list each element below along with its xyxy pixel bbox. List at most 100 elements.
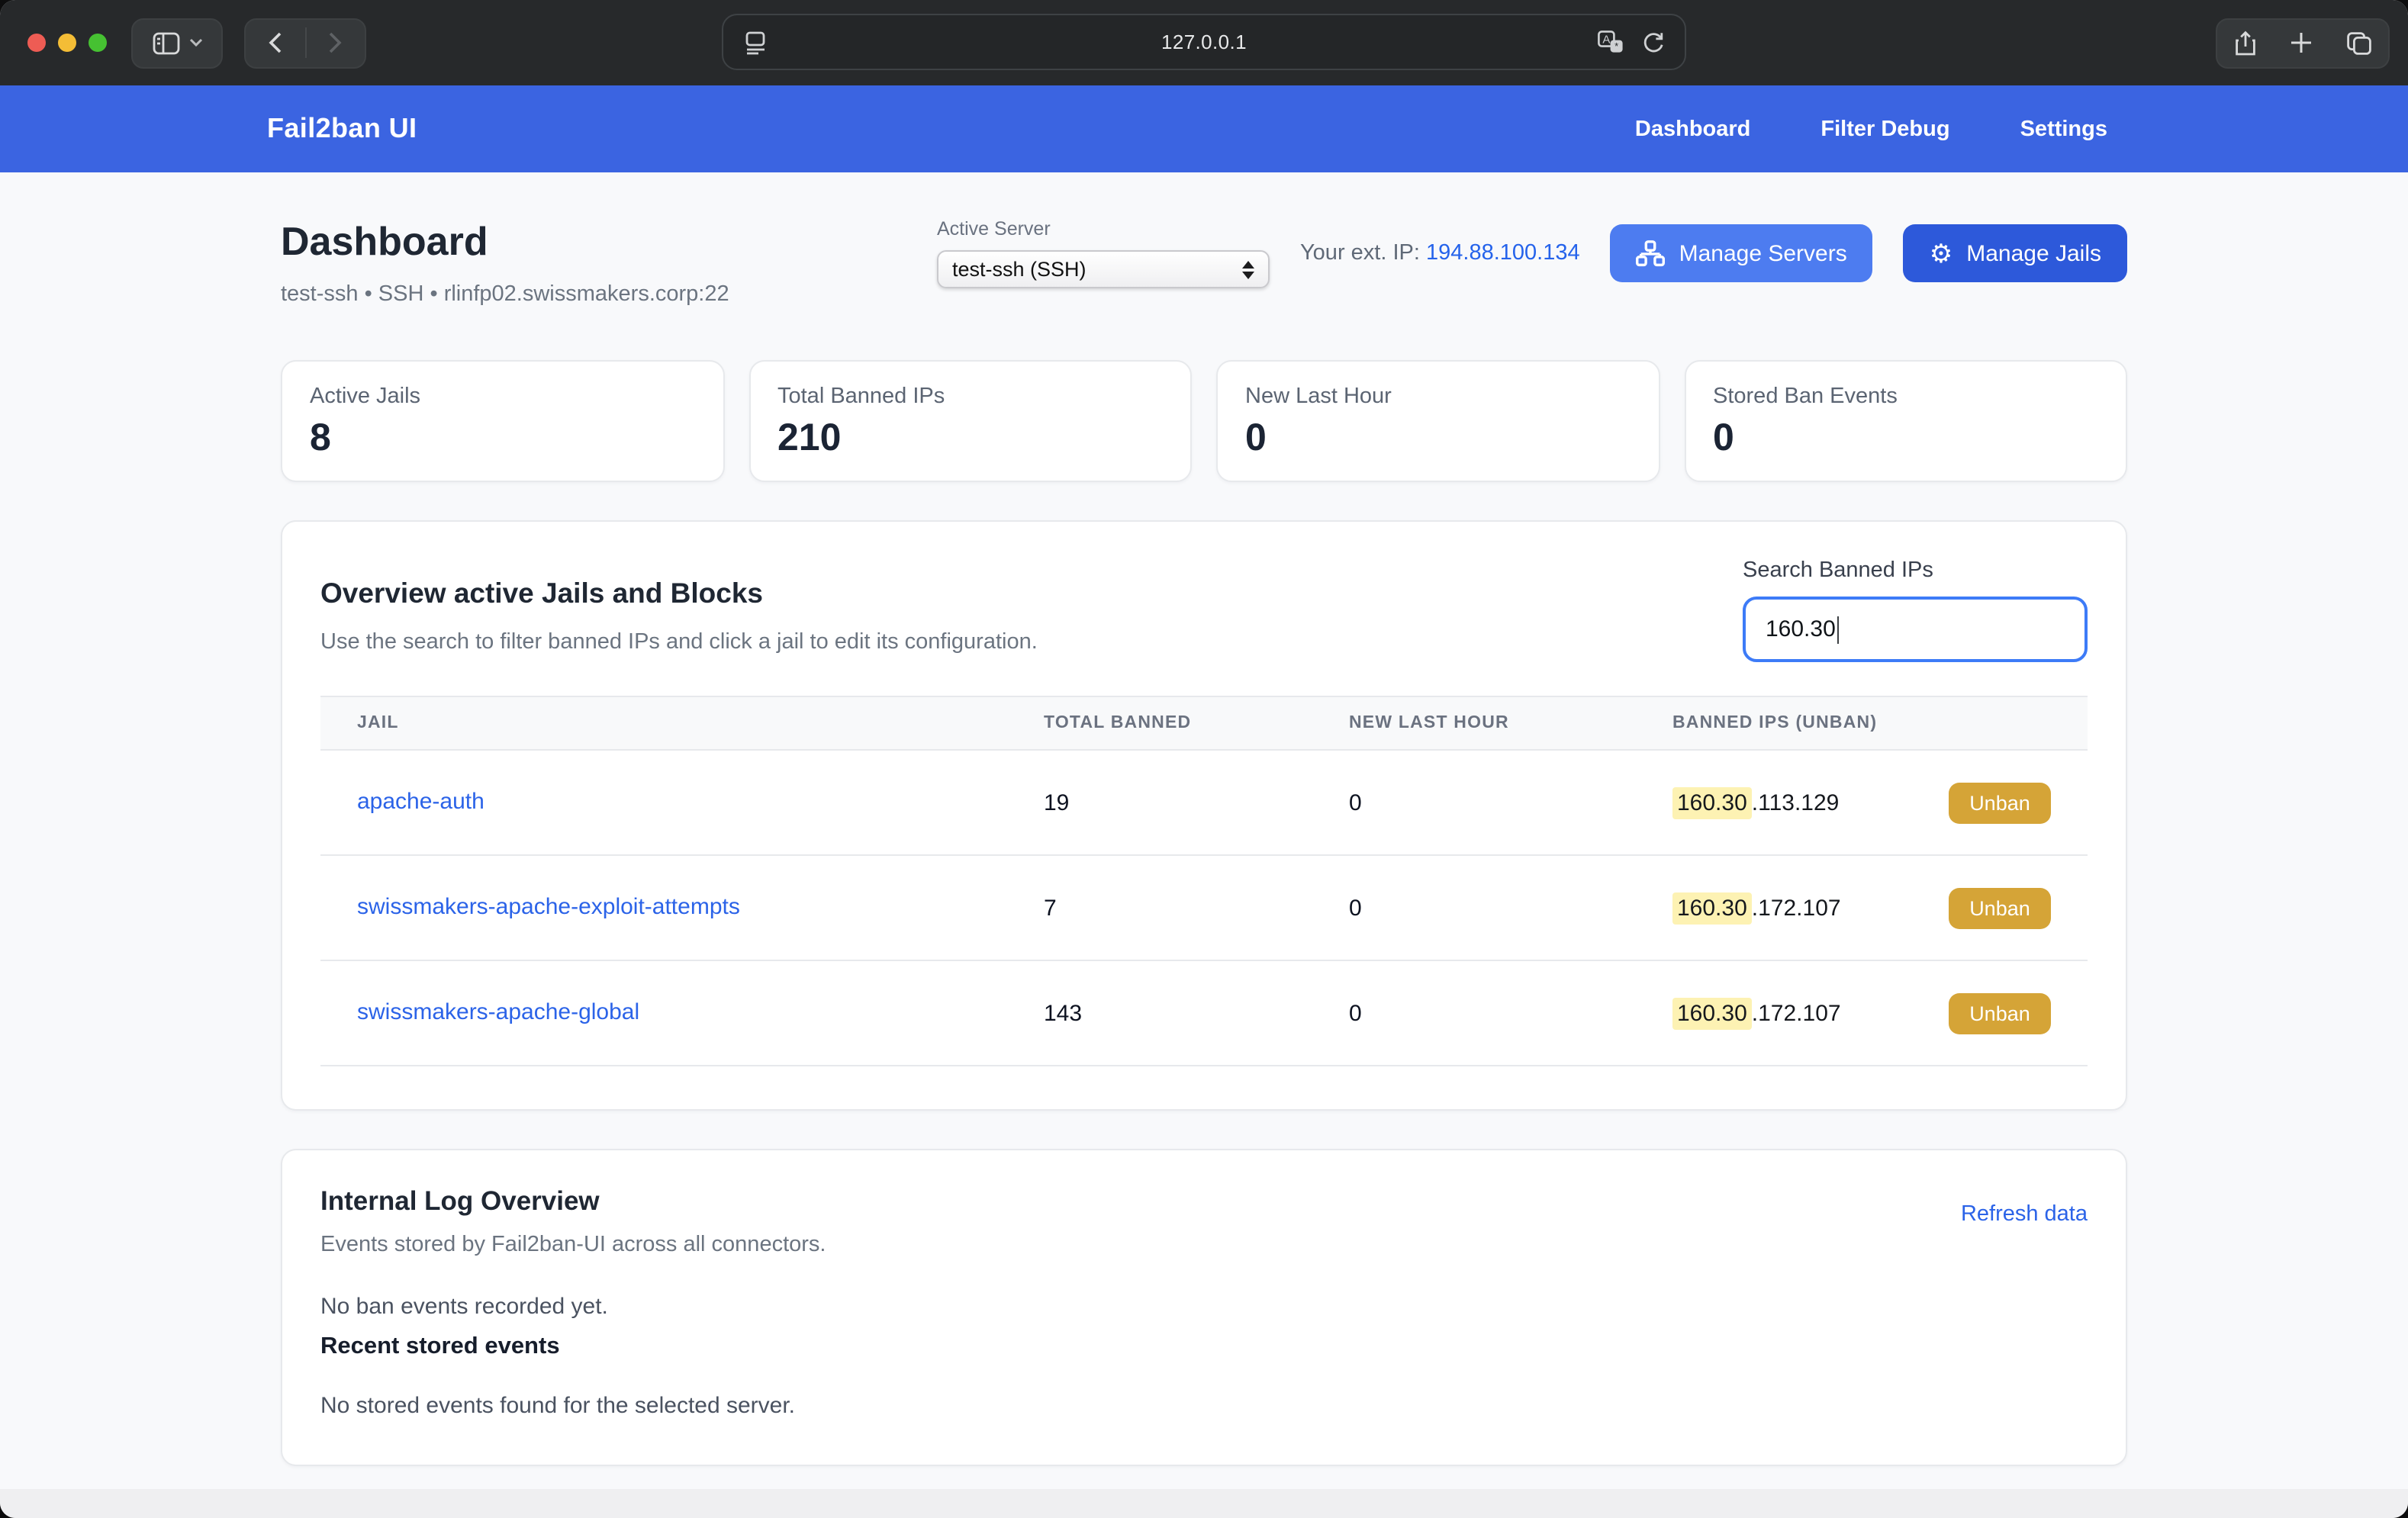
close-window-button[interactable] xyxy=(27,34,46,52)
gear-icon: ⚙ xyxy=(1930,240,1953,266)
column-header-banned-ips: BANNED IPS (UNBAN) xyxy=(1636,714,2088,732)
manage-servers-label: Manage Servers xyxy=(1679,240,1847,266)
page-content: Dashboard test-ssh • SSH • rlinfp02.swis… xyxy=(0,172,2408,1489)
svg-text:*: * xyxy=(1614,40,1618,51)
column-header-jail: JAIL xyxy=(320,714,1007,732)
external-ip-label: Your ext. IP: xyxy=(1300,241,1420,265)
nav-links: Dashboard Filter Debug Settings xyxy=(1635,117,2107,141)
banned-ip: 160.30.172.107 xyxy=(1672,895,1841,921)
search-banned-ips-label: Search Banned IPs xyxy=(1743,558,2088,583)
total-banned-cell: 19 xyxy=(1007,790,1312,815)
table-header-row: JAIL TOTAL BANNED NEW LAST HOUR BANNED I… xyxy=(320,696,2088,751)
external-ip: Your ext. IP: 194.88.100.134 xyxy=(1300,241,1580,265)
tab-overview-button[interactable] xyxy=(2347,31,2371,54)
manage-jails-button[interactable]: ⚙ Manage Jails xyxy=(1904,224,2127,282)
history-nav-buttons xyxy=(244,18,366,68)
sidebar-icon xyxy=(152,31,179,54)
stat-value: 0 xyxy=(1713,416,2098,461)
stat-label: Total Banned IPs xyxy=(777,384,1163,409)
window-bottom-strip xyxy=(0,1489,2408,1518)
page-subtitle: test-ssh • SSH • rlinfp02.swissmakers.co… xyxy=(281,282,729,307)
manage-jails-label: Manage Jails xyxy=(1966,240,2101,266)
no-ban-events-text: No ban events recorded yet. xyxy=(320,1294,2088,1320)
refresh-data-link[interactable]: Refresh data xyxy=(1961,1202,2088,1227)
table-row: swissmakers-apache-global 143 0 160.30.1… xyxy=(320,961,2088,1066)
stat-card-total-banned: Total Banned IPs 210 xyxy=(748,360,1192,482)
external-ip-link[interactable]: 194.88.100.134 xyxy=(1426,241,1580,265)
overview-subtitle: Use the search to filter banned IPs and … xyxy=(320,630,1038,654)
back-button[interactable] xyxy=(246,32,304,53)
stat-label: New Last Hour xyxy=(1245,384,1631,409)
forward-button[interactable] xyxy=(306,32,365,53)
total-banned-cell: 143 xyxy=(1007,1000,1312,1026)
recent-stored-events-title: Recent stored events xyxy=(320,1333,2088,1361)
table-row: apache-auth 19 0 160.30.113.129 Unban xyxy=(320,751,2088,856)
stat-card-stored-ban-events: Stored Ban Events 0 xyxy=(1684,360,2127,482)
overview-card: Overview active Jails and Blocks Use the… xyxy=(281,520,2127,1111)
unban-button[interactable]: Unban xyxy=(1949,992,2051,1034)
minimize-window-button[interactable] xyxy=(58,34,76,52)
reload-button[interactable] xyxy=(1642,30,1665,54)
page-settings-button[interactable] xyxy=(745,30,768,54)
new-tab-button[interactable] xyxy=(2291,32,2313,53)
ip-highlight: 160.30 xyxy=(1672,997,1752,1029)
select-arrows-icon xyxy=(1242,260,1254,278)
browser-chrome: 127.0.0.1 A * xyxy=(0,0,2408,85)
stat-value: 0 xyxy=(1245,416,1631,461)
manage-servers-button[interactable]: Manage Servers xyxy=(1611,224,1873,282)
stat-card-new-last-hour: New Last Hour 0 xyxy=(1216,360,1660,482)
stat-card-active-jails: Active Jails 8 xyxy=(281,360,724,482)
zoom-window-button[interactable] xyxy=(89,34,107,52)
active-server-value: test-ssh (SSH) xyxy=(952,258,1086,281)
jails-table: JAIL TOTAL BANNED NEW LAST HOUR BANNED I… xyxy=(320,696,2088,1066)
ip-rest: .113.129 xyxy=(1752,790,1840,815)
banned-ips-cell: 160.30.172.107 Unban xyxy=(1636,992,2088,1034)
page-title: Dashboard xyxy=(281,218,729,265)
overview-title: Overview active Jails and Blocks xyxy=(320,577,1038,610)
unban-button[interactable]: Unban xyxy=(1949,782,2051,823)
active-server-select[interactable]: test-ssh (SSH) xyxy=(937,250,1270,288)
svg-text:A: A xyxy=(1602,32,1610,45)
browser-window: 127.0.0.1 A * xyxy=(0,0,2408,1518)
banned-ips-cell: 160.30.113.129 Unban xyxy=(1636,782,2088,823)
table-row: swissmakers-apache-exploit-attempts 7 0 … xyxy=(320,856,2088,961)
ip-highlight: 160.30 xyxy=(1672,786,1752,818)
column-header-new-last-hour: NEW LAST HOUR xyxy=(1312,714,1636,732)
url-text: 127.0.0.1 xyxy=(723,31,1685,53)
sidebar-toggle-button[interactable] xyxy=(131,18,223,68)
jail-link[interactable]: swissmakers-apache-global xyxy=(357,999,639,1025)
banned-ip: 160.30.172.107 xyxy=(1672,1000,1841,1026)
stat-cards: Active Jails 8 Total Banned IPs 210 New … xyxy=(281,360,2127,482)
new-last-hour-cell: 0 xyxy=(1312,895,1636,921)
no-stored-events-text: No stored events found for the selected … xyxy=(320,1393,2088,1419)
nav-link-settings[interactable]: Settings xyxy=(2020,117,2107,141)
brand-title: Fail2ban UI xyxy=(267,113,417,145)
ip-highlight: 160.30 xyxy=(1672,892,1752,924)
text-caret xyxy=(1837,616,1840,643)
internal-log-card: Internal Log Overview Events stored by F… xyxy=(281,1149,2127,1466)
sitemap-icon xyxy=(1637,240,1666,267)
search-banned-ips-input[interactable]: 160.30 xyxy=(1743,597,2088,662)
banned-ip: 160.30.113.129 xyxy=(1672,790,1839,815)
translate-button[interactable]: A * xyxy=(1598,30,1624,54)
ip-rest: .172.107 xyxy=(1752,895,1841,921)
nav-link-dashboard[interactable]: Dashboard xyxy=(1635,117,1751,141)
new-last-hour-cell: 0 xyxy=(1312,790,1636,815)
traffic-lights xyxy=(27,34,107,52)
url-bar[interactable]: 127.0.0.1 A * xyxy=(722,14,1686,70)
jail-link[interactable]: swissmakers-apache-exploit-attempts xyxy=(357,894,740,920)
banned-ips-cell: 160.30.172.107 Unban xyxy=(1636,887,2088,928)
column-header-total-banned: TOTAL BANNED xyxy=(1007,714,1312,732)
nav-link-filter-debug[interactable]: Filter Debug xyxy=(1820,117,1949,141)
search-input-value: 160.30 xyxy=(1766,616,1836,642)
stat-value: 210 xyxy=(777,416,1163,461)
stat-label: Active Jails xyxy=(310,384,695,409)
unban-button[interactable]: Unban xyxy=(1949,887,2051,928)
share-button[interactable] xyxy=(2234,30,2257,56)
log-subtitle: Events stored by Fail2ban-UI across all … xyxy=(320,1233,2088,1257)
chevron-down-icon xyxy=(188,38,202,47)
stat-value: 8 xyxy=(310,416,695,461)
dashboard-header: Dashboard test-ssh • SSH • rlinfp02.swis… xyxy=(281,218,2127,307)
log-title: Internal Log Overview xyxy=(320,1185,2088,1217)
jail-link[interactable]: apache-auth xyxy=(357,789,484,815)
